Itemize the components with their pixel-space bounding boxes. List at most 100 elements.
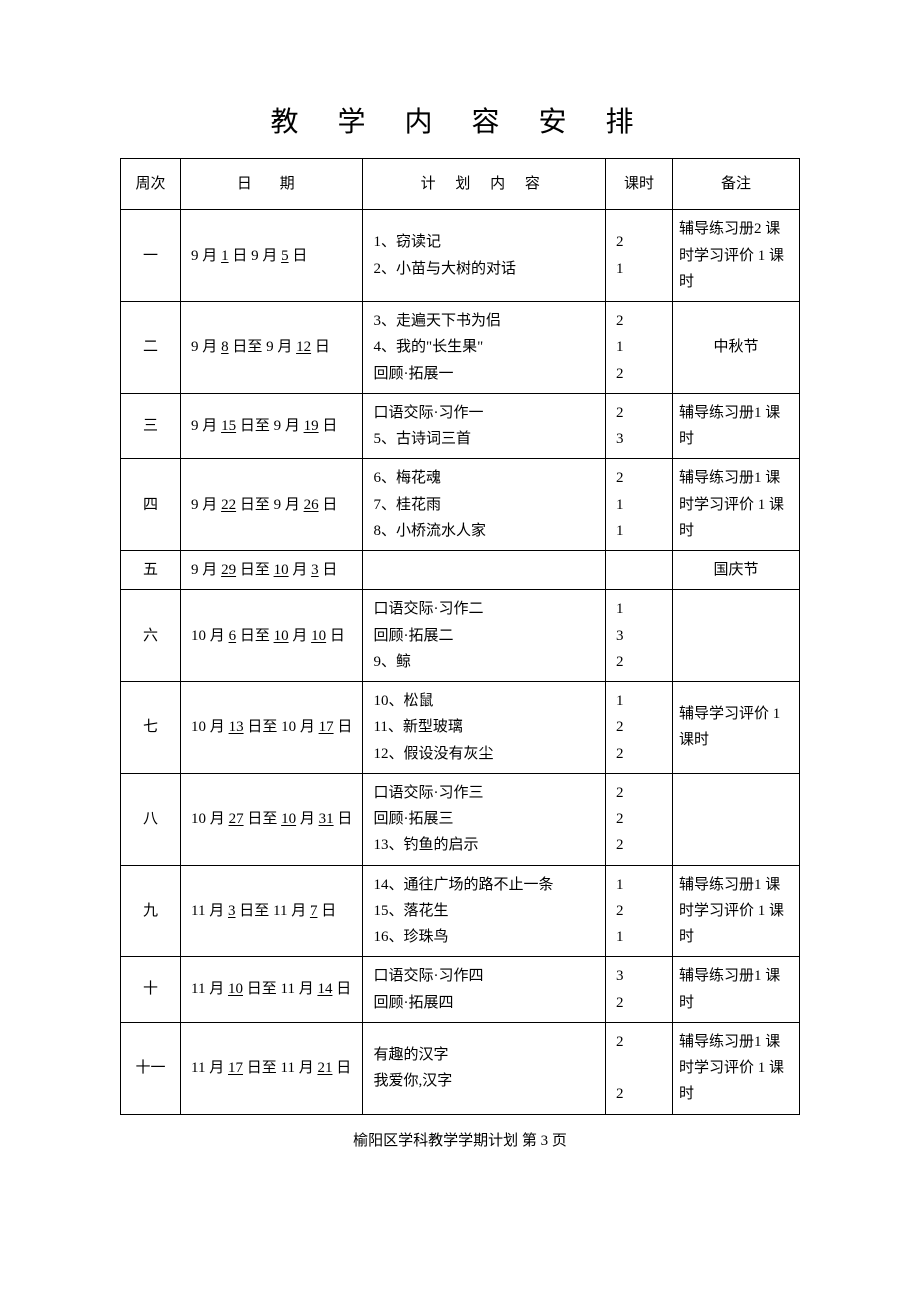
cell-plan: 有趣的汉字我爱你,汉字 <box>363 1022 606 1114</box>
hours-line: 2 <box>616 898 664 924</box>
hours-line: 2 <box>616 649 664 675</box>
cell-date: 11 月 17 日至 11 月 21 日 <box>181 1022 363 1114</box>
cell-plan: 6、梅花魂7、桂花雨8、小桥流水人家 <box>363 459 606 551</box>
hours-line: 1 <box>616 924 664 950</box>
cell-week: 九 <box>121 865 181 957</box>
plan-line: 2、小苗与大树的对话 <box>373 256 597 282</box>
hours-line: 2 <box>616 308 664 334</box>
cell-remark: 辅导练习册1 课时 <box>672 393 799 459</box>
table-body: 一9 月 1 日 9 月 5 日1、窃读记2、小苗与大树的对话21辅导练习册2 … <box>121 210 800 1114</box>
plan-line: 口语交际·习作四 <box>373 963 597 989</box>
cell-date: 9 月 22 日至 9 月 26 日 <box>181 459 363 551</box>
hours-line: 1 <box>616 334 664 360</box>
hours-line: 2 <box>616 400 664 426</box>
cell-date: 10 月 27 日至 10 月 31 日 <box>181 773 363 865</box>
hours-line: 2 <box>616 1029 664 1055</box>
plan-line: 3、走遍天下书为侣 <box>373 308 597 334</box>
hours-line: 2 <box>616 1081 664 1107</box>
cell-hours: 121 <box>605 865 672 957</box>
cell-plan: 口语交际·习作一5、古诗词三首 <box>363 393 606 459</box>
cell-week: 六 <box>121 590 181 682</box>
cell-remark <box>672 590 799 682</box>
page-footer: 榆阳区学科教学学期计划 第 3 页 <box>120 1129 800 1150</box>
cell-remark <box>672 773 799 865</box>
cell-hours: 2 2 <box>605 1022 672 1114</box>
cell-week: 五 <box>121 551 181 590</box>
plan-line: 14、通往广场的路不止一条 <box>373 872 597 898</box>
cell-date: 10 月 6 日至 10 月 10 日 <box>181 590 363 682</box>
plan-line: 回顾·拓展四 <box>373 990 597 1016</box>
table-row: 九11 月 3 日至 11 月 7 日14、通往广场的路不止一条15、落花生16… <box>121 865 800 957</box>
cell-remark: 辅导练习册2 课时学习评价 1 课时 <box>672 210 799 302</box>
cell-week: 三 <box>121 393 181 459</box>
header-week: 周次 <box>121 159 181 210</box>
cell-plan: 口语交际·习作二回顾·拓展二9、鲸 <box>363 590 606 682</box>
plan-line: 有趣的汉字 <box>373 1042 597 1068</box>
cell-week: 十一 <box>121 1022 181 1114</box>
plan-line: 12、假设没有灰尘 <box>373 741 597 767</box>
plan-line: 6、梅花魂 <box>373 465 597 491</box>
cell-plan: 10、松鼠11、新型玻璃12、假设没有灰尘 <box>363 682 606 774</box>
cell-remark: 辅导练习册1 课时学习评价 1 课时 <box>672 1022 799 1114</box>
cell-hours: 211 <box>605 459 672 551</box>
hours-line: 2 <box>616 832 664 858</box>
plan-line: 13、钓鱼的启示 <box>373 832 597 858</box>
hours-line: 1 <box>616 596 664 622</box>
cell-date: 9 月 15 日至 9 月 19 日 <box>181 393 363 459</box>
cell-remark: 辅导练习册1 课时学习评价 1 课时 <box>672 459 799 551</box>
cell-week: 四 <box>121 459 181 551</box>
hours-line: 1 <box>616 688 664 714</box>
cell-hours: 212 <box>605 302 672 394</box>
cell-week: 二 <box>121 302 181 394</box>
table-row: 八10 月 27 日至 10 月 31 日口语交际·习作三回顾·拓展三13、钓鱼… <box>121 773 800 865</box>
table-row: 十一11 月 17 日至 11 月 21 日有趣的汉字我爱你,汉字2 2辅导练习… <box>121 1022 800 1114</box>
hours-line: 2 <box>616 714 664 740</box>
schedule-table: 周次 日 期 计 划 内 容 课时 备注 一9 月 1 日 9 月 5 日1、窃… <box>120 158 800 1115</box>
cell-hours: 122 <box>605 682 672 774</box>
hours-line: 2 <box>616 229 664 255</box>
cell-date: 9 月 29 日至 10 月 3 日 <box>181 551 363 590</box>
table-row: 四9 月 22 日至 9 月 26 日6、梅花魂7、桂花雨8、小桥流水人家211… <box>121 459 800 551</box>
plan-line: 10、松鼠 <box>373 688 597 714</box>
plan-line: 8、小桥流水人家 <box>373 518 597 544</box>
plan-line: 1、窃读记 <box>373 229 597 255</box>
plan-line: 11、新型玻璃 <box>373 714 597 740</box>
cell-plan: 1、窃读记2、小苗与大树的对话 <box>363 210 606 302</box>
plan-line: 15、落花生 <box>373 898 597 924</box>
plan-line: 16、珍珠鸟 <box>373 924 597 950</box>
table-row: 一9 月 1 日 9 月 5 日1、窃读记2、小苗与大树的对话21辅导练习册2 … <box>121 210 800 302</box>
table-row: 三9 月 15 日至 9 月 19 日口语交际·习作一5、古诗词三首 23 辅导练习… <box>121 393 800 459</box>
table-row: 六10 月 6 日至 10 月 10 日口语交际·习作二回顾·拓展二9、鲸132 <box>121 590 800 682</box>
hours-line: 3 <box>616 963 664 989</box>
cell-remark: 辅导练习册1 课时 <box>672 957 799 1023</box>
table-row: 十11 月 10 日至 11 月 14 日口语交际·习作四回顾·拓展四32辅导练… <box>121 957 800 1023</box>
plan-line: 回顾·拓展一 <box>373 361 597 387</box>
cell-week: 七 <box>121 682 181 774</box>
header-hours: 课时 <box>605 159 672 210</box>
hours-line <box>616 1055 664 1081</box>
hours-line: 2 <box>616 361 664 387</box>
cell-date: 10 月 13 日至 10 月 17 日 <box>181 682 363 774</box>
hours-line: 1 <box>616 256 664 282</box>
cell-hours <box>605 551 672 590</box>
header-remark: 备注 <box>672 159 799 210</box>
plan-line: 我爱你,汉字 <box>373 1068 597 1094</box>
plan-line: 口语交际·习作一 <box>373 400 597 426</box>
cell-hours: 21 <box>605 210 672 302</box>
plan-line: 回顾·拓展三 <box>373 806 597 832</box>
plan-line: 9、鲸 <box>373 649 597 675</box>
hours-line: 2 <box>616 741 664 767</box>
cell-date: 11 月 10 日至 11 月 14 日 <box>181 957 363 1023</box>
hours-line: 1 <box>616 518 664 544</box>
table-header-row: 周次 日 期 计 划 内 容 课时 备注 <box>121 159 800 210</box>
plan-line: 4、我的"长生果" <box>373 334 597 360</box>
cell-week: 十 <box>121 957 181 1023</box>
hours-line: 3 <box>616 426 664 452</box>
cell-hours: 132 <box>605 590 672 682</box>
hours-line: 2 <box>616 806 664 832</box>
table-row: 二9 月 8 日至 9 月 12 日3、走遍天下书为侣4、我的"长生果"回顾·拓… <box>121 302 800 394</box>
page-title: 教 学 内 容 安 排 <box>120 100 800 140</box>
header-plan: 计 划 内 容 <box>363 159 606 210</box>
cell-plan: 14、通往广场的路不止一条15、落花生16、珍珠鸟 <box>363 865 606 957</box>
hours-line: 2 <box>616 780 664 806</box>
